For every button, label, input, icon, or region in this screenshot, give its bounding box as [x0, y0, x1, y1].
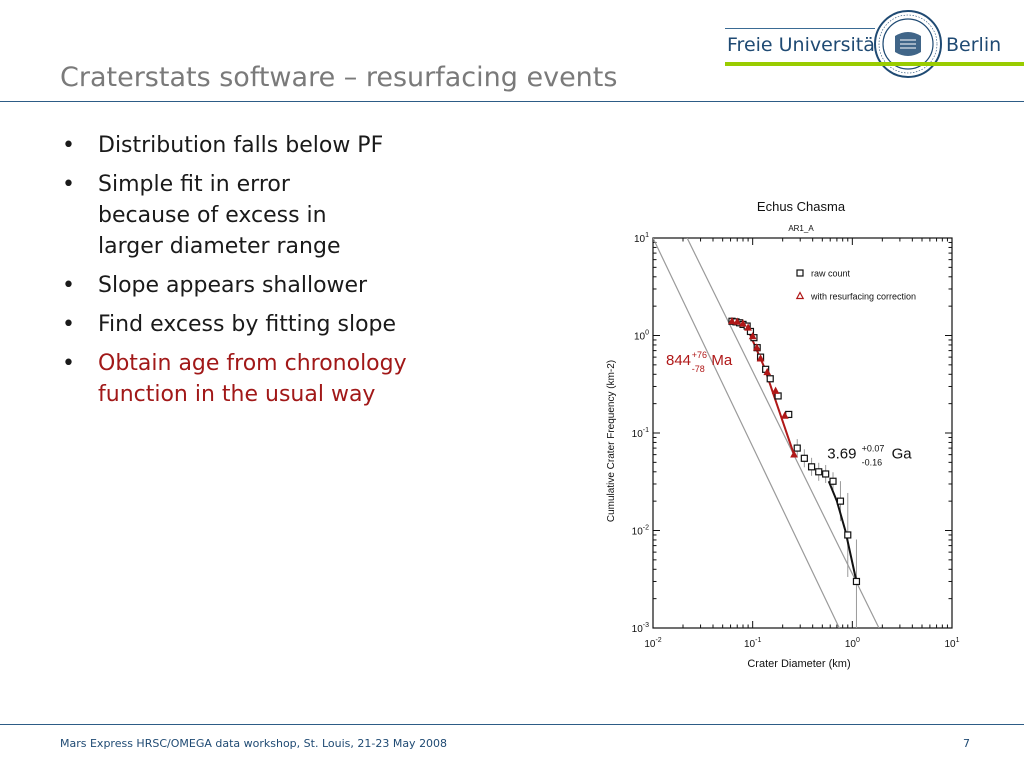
age-value: 3.69	[827, 445, 856, 462]
x-axis-label: Crater Diameter (km)	[747, 658, 850, 670]
age-upper-error: +0.07	[862, 443, 885, 453]
university-seal-icon	[874, 10, 942, 78]
x-tick-label: 10-1	[744, 637, 761, 650]
x-tick-label: 10-2	[644, 637, 661, 650]
bullet-item-highlight: Obtain age from chronology function in t…	[60, 348, 438, 410]
bullet-item: Find excess by fitting slope	[60, 309, 398, 340]
age-unit: Ga	[892, 445, 913, 462]
y-tick-label: 101	[634, 232, 649, 245]
footer-text: Mars Express HRSC/OMEGA data workshop, S…	[60, 737, 448, 750]
raw-count-point	[844, 531, 852, 539]
corrected-point	[739, 319, 747, 327]
raw-count-point	[766, 375, 774, 383]
chart-title: Echus Chasma	[757, 199, 846, 214]
bullet-item: Distribution falls below PF	[60, 130, 460, 161]
age-value: 844	[666, 352, 691, 369]
corrected-point	[744, 323, 752, 331]
raw-count-point	[807, 463, 816, 471]
corrected-point	[728, 316, 736, 325]
isochron-line	[686, 238, 880, 628]
bullet-text: Distribution falls below PF	[98, 133, 384, 158]
raw-count-point	[815, 468, 823, 476]
isochron-line	[653, 238, 840, 628]
age-lower-error: -0.16	[862, 457, 883, 467]
raw-count-point	[836, 497, 845, 505]
chart-subtitle: AR1_A	[788, 224, 814, 233]
plot-area: 10-2 10-1 100 101 10-3 10-2 10-1 100 101 raw coun…	[632, 232, 960, 650]
raw-count-point	[822, 470, 830, 478]
university-logo: Freie Universität Berlin	[725, 6, 1024, 84]
page-number: 7	[963, 737, 970, 750]
y-axis-label: Cumulative Crater Frequency (km-2)	[606, 360, 617, 522]
title-divider	[0, 101, 1024, 102]
corrected-point	[763, 367, 772, 376]
footer-divider	[0, 724, 1024, 725]
crater-frequency-chart: Echus Chasma AR1_A 10-2 10-1 100 10110-310-…	[606, 199, 960, 670]
logo-rule-bottom	[725, 62, 1024, 66]
raw-count-point	[793, 444, 801, 452]
y-tick-label: 10-3	[632, 622, 649, 635]
corrected-point	[780, 411, 789, 419]
fit-line	[827, 480, 858, 582]
legend-marker-square	[796, 269, 804, 277]
corrected-point	[733, 317, 742, 325]
corrected-point	[790, 450, 798, 458]
y-tick-label: 10-1	[632, 427, 649, 440]
age-upper-error: +76	[692, 350, 707, 360]
x-tick-label: 101	[944, 637, 959, 650]
bullet-item: Simple fit in error because of excess in…	[60, 169, 368, 262]
logo-text-left: Freie Universität	[727, 34, 883, 56]
bullet-list: Distribution falls below PF Simple fit i…	[60, 130, 460, 418]
age-lower-error: -78	[692, 364, 705, 374]
raw-count-point	[829, 477, 837, 485]
corrected-point	[756, 354, 765, 362]
age-unit: Ma	[711, 352, 732, 369]
corrected-point	[752, 343, 761, 351]
legend-label: with resurfacing correction	[810, 292, 916, 302]
raw-count-point	[852, 577, 861, 586]
slide-title: Craterstats software – resurfacing event…	[60, 62, 618, 93]
corrected-point	[771, 386, 780, 394]
x-tick-label: 100	[845, 637, 860, 650]
y-tick-label: 100	[634, 330, 649, 343]
legend-marker-triangle	[795, 291, 805, 300]
bullet-text: Simple fit in error because of excess in…	[98, 172, 341, 259]
fit-line	[730, 319, 795, 455]
bullet-text: Obtain age from chronology function in t…	[98, 351, 407, 407]
corrected-point	[748, 332, 757, 340]
logo-text-right: Berlin	[946, 34, 1002, 56]
legend-label: raw count	[811, 269, 851, 279]
logo-rule-top	[725, 28, 875, 29]
bullet-text: Find excess by fitting slope	[98, 312, 397, 337]
raw-count-point	[800, 454, 808, 462]
bullet-item: Slope appears shallower	[60, 270, 460, 301]
y-tick-label: 10-2	[632, 525, 649, 538]
bullet-text: Slope appears shallower	[98, 273, 368, 298]
